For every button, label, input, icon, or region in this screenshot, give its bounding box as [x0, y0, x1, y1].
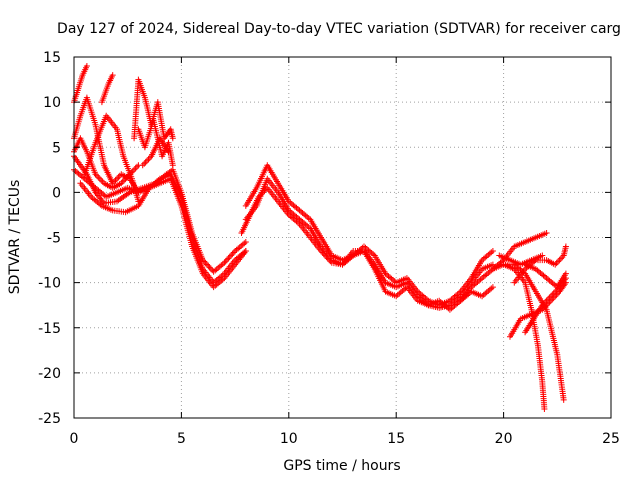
chart-title: Day 127 of 2024, Sidereal Day-to-day VTE… [57, 21, 621, 37]
y-tick-label: -25 [38, 411, 61, 427]
y-tick-label: -10 [38, 276, 61, 292]
x-tick-label: 5 [177, 431, 186, 447]
y-axis-label: SDTVAR / TECUs [7, 180, 23, 295]
series-track-4 [71, 94, 142, 196]
series-track-19 [507, 279, 569, 340]
y-tick-label: 15 [43, 50, 61, 66]
y-tick-label: -20 [38, 366, 61, 382]
x-tick-label: 20 [495, 431, 513, 447]
series-track-22 [496, 252, 546, 268]
series-track-11 [139, 135, 172, 169]
series-track-2 [71, 166, 249, 291]
y-tick-label: 5 [52, 140, 61, 156]
y-tick-labels: -25 -20 -15 -10 -5 0 5 10 15 [38, 50, 61, 427]
series-track-13 [242, 175, 496, 311]
series-track-3 [77, 171, 249, 286]
series-track-7 [98, 72, 116, 106]
series-track-21 [522, 261, 569, 291]
y-tick-label: 0 [52, 185, 61, 201]
series-track-12 [242, 162, 496, 309]
x-tick-label: 0 [70, 431, 79, 447]
data-points [71, 63, 569, 412]
x-tick-label: 25 [602, 431, 620, 447]
series-track-16 [489, 261, 567, 403]
series-track-1 [71, 153, 249, 275]
y-tick-label: -5 [47, 231, 61, 247]
x-tick-labels: 0 5 10 15 20 25 [70, 431, 620, 447]
axis-ticks [73, 56, 612, 419]
grid [74, 57, 611, 418]
x-tick-label: 15 [387, 431, 405, 447]
series-track-10 [135, 117, 176, 169]
y-tick-label: -15 [38, 321, 61, 337]
x-tick-label: 10 [280, 431, 298, 447]
x-axis-label: GPS time / hours [283, 458, 400, 474]
y-tick-label: 10 [43, 95, 61, 111]
series-track-20 [511, 243, 569, 286]
